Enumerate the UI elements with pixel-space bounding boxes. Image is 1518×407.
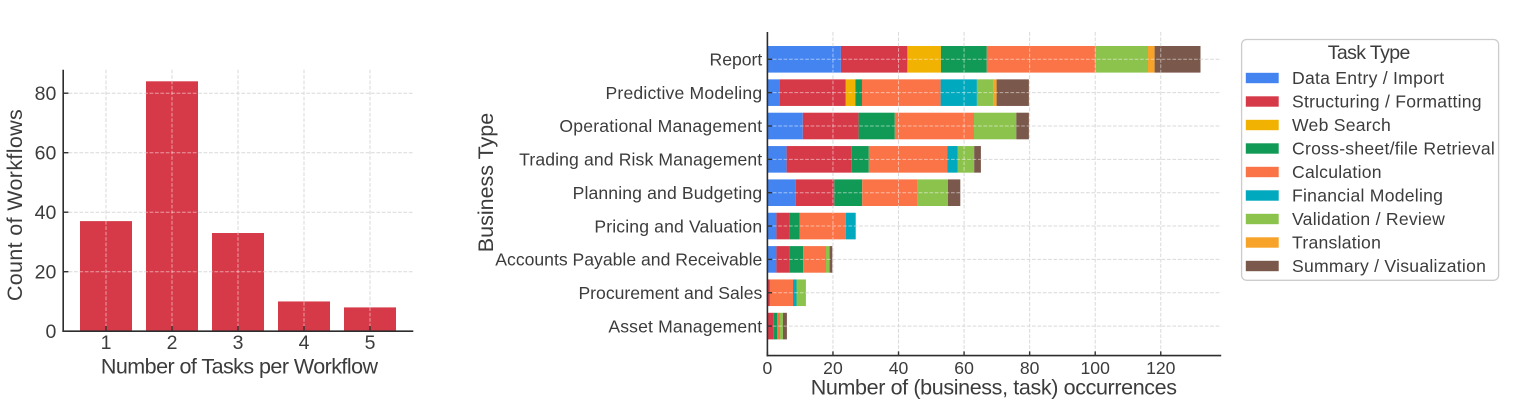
svg-text:4: 4 bbox=[299, 332, 310, 354]
svg-text:2: 2 bbox=[167, 332, 178, 354]
svg-text:60: 60 bbox=[954, 358, 974, 378]
svg-text:Pricing and Valuation: Pricing and Valuation bbox=[594, 216, 762, 236]
svg-text:Task Type: Task Type bbox=[1328, 42, 1410, 64]
svg-text:Count of Workflows: Count of Workflows bbox=[3, 109, 27, 301]
svg-text:Procurement and Sales: Procurement and Sales bbox=[578, 283, 762, 303]
svg-text:Number of Tasks per Workflow: Number of Tasks per Workflow bbox=[101, 355, 379, 379]
svg-text:5: 5 bbox=[365, 332, 376, 354]
svg-text:Report: Report bbox=[709, 50, 762, 70]
svg-text:Accounts Payable and Receivabl: Accounts Payable and Receivable bbox=[495, 250, 762, 270]
svg-text:40: 40 bbox=[889, 358, 909, 378]
svg-text:Planning and Budgeting: Planning and Budgeting bbox=[573, 183, 763, 203]
svg-text:80: 80 bbox=[35, 83, 57, 105]
svg-text:Financial Modeling: Financial Modeling bbox=[1292, 186, 1443, 206]
svg-text:3: 3 bbox=[233, 332, 244, 354]
svg-text:60: 60 bbox=[35, 143, 57, 165]
svg-text:Calculation: Calculation bbox=[1292, 162, 1382, 182]
svg-text:Translation: Translation bbox=[1292, 233, 1381, 253]
svg-text:Summary / Visualization: Summary / Visualization bbox=[1292, 256, 1486, 276]
svg-text:Data Entry / Import: Data Entry / Import bbox=[1292, 68, 1444, 88]
svg-text:100: 100 bbox=[1081, 358, 1111, 378]
svg-text:80: 80 bbox=[1020, 358, 1040, 378]
svg-text:Asset Management: Asset Management bbox=[608, 316, 762, 336]
svg-text:0: 0 bbox=[45, 321, 56, 343]
svg-text:40: 40 bbox=[35, 202, 57, 224]
svg-text:1: 1 bbox=[101, 332, 112, 354]
svg-text:Predictive Modeling: Predictive Modeling bbox=[606, 83, 763, 103]
svg-text:Business Type: Business Type bbox=[474, 113, 498, 252]
svg-text:20: 20 bbox=[35, 262, 57, 284]
svg-text:0: 0 bbox=[763, 358, 773, 378]
svg-text:Number of (business, task) occ: Number of (business, task) occurrences bbox=[811, 376, 1177, 400]
svg-text:Cross-sheet/file Retrieval: Cross-sheet/file Retrieval bbox=[1292, 139, 1495, 159]
svg-text:Validation / Review: Validation / Review bbox=[1292, 209, 1445, 229]
svg-text:Web Search: Web Search bbox=[1292, 115, 1391, 135]
svg-text:120: 120 bbox=[1146, 358, 1176, 378]
svg-text:Structuring / Formatting: Structuring / Formatting bbox=[1292, 92, 1482, 112]
svg-text:Trading and Risk Management: Trading and Risk Management bbox=[519, 150, 762, 170]
svg-text:Operational Management: Operational Management bbox=[559, 116, 762, 136]
svg-text:20: 20 bbox=[823, 358, 843, 378]
